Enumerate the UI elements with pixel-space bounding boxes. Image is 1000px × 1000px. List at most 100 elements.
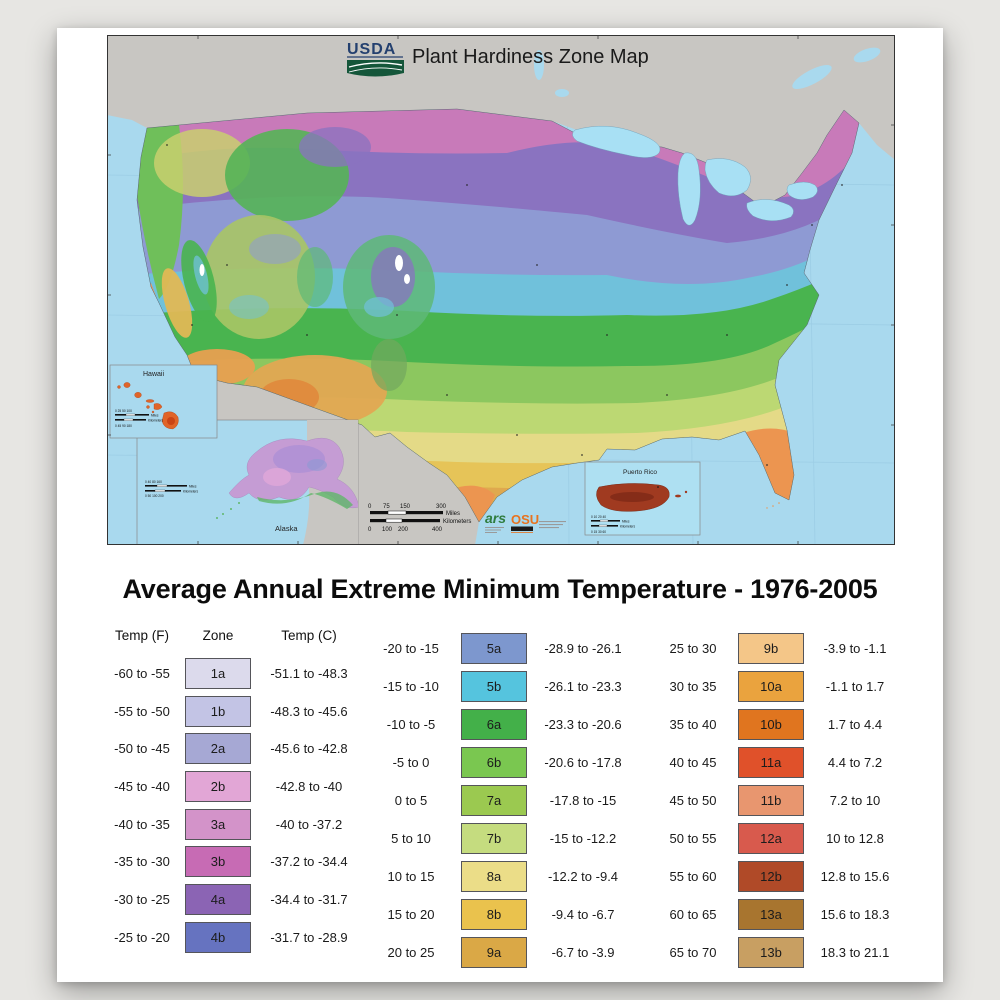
temp-f-value: -10 to -5 (386, 716, 436, 732)
temp-f-value: -60 to -55 (114, 666, 170, 682)
zone-label: 8b (486, 906, 502, 922)
temp-c-value: 18.3 to 21.1 (820, 944, 890, 960)
zone-swatch: 2b (185, 771, 251, 803)
zone-label: 2b (210, 779, 226, 795)
temp-c-value: -48.3 to -45.6 (270, 703, 348, 719)
temp-f-value: 55 to 60 (669, 868, 717, 884)
zone-swatch: 4a (185, 884, 251, 916)
temp-f-value: -40 to -35 (114, 816, 170, 832)
zone-swatch-cell: 9b (738, 629, 804, 667)
zone-swatch-cell: 2b (185, 768, 251, 806)
zone-swatch: 2a (185, 733, 251, 765)
temp-f-value: 50 to 55 (669, 830, 717, 846)
svg-text:0 50 100 200: 0 50 100 200 (145, 494, 164, 498)
temp-c-value: -26.1 to -23.3 (544, 678, 622, 694)
legend-header-temp-c: Temp (C) (281, 628, 337, 644)
temp-c-value: 10 to 12.8 (826, 830, 884, 846)
svg-text:Kilometers: Kilometers (443, 519, 471, 525)
legend-column-1: Temp (F) Zone Temp (C) -60 to -55 1a -51.1 to… (99, 617, 367, 956)
temp-f-value: -30 to -25 (114, 892, 170, 908)
zone-swatch: 9a (461, 936, 527, 968)
zone-swatch: 8b (461, 898, 527, 930)
zone-swatch-cell: 1a (185, 655, 251, 693)
zone-swatch-cell: 10a (738, 667, 804, 705)
osu-logo: OSU (511, 512, 539, 533)
temp-f-value: 40 to 45 (669, 754, 717, 770)
svg-text:0 45 90 180: 0 45 90 180 (115, 424, 132, 428)
zone-swatch: 3a (185, 808, 251, 840)
map-frame (107, 35, 895, 545)
temp-f-value: 25 to 30 (669, 640, 717, 656)
usda-logo: USDA (347, 41, 404, 77)
svg-text:Kilometers: Kilometers (148, 419, 163, 423)
temp-f-value: 30 to 35 (669, 678, 717, 694)
temp-c-value: -3.9 to -1.1 (823, 640, 887, 656)
svg-text:100: 100 (382, 527, 393, 533)
zone-swatch-cell: 3b (185, 843, 251, 881)
zone-swatch: 13a (738, 898, 804, 930)
svg-text:USDA: USDA (347, 41, 396, 58)
zone-swatch: 11a (738, 746, 804, 778)
zone-swatch-cell: 8a (461, 857, 527, 895)
zone-swatch-cell: 11a (738, 743, 804, 781)
zone-label: 1b (210, 703, 226, 719)
zone-label: 5a (486, 640, 502, 656)
puerto-rico-scalebar: 0 10 20 40 Miles Kilometers 0 15 30 60 (591, 515, 635, 534)
zone-label: 13a (760, 906, 782, 922)
temp-c-value: -12.2 to -9.4 (547, 868, 619, 884)
svg-text:Miles: Miles (446, 511, 460, 517)
temp-f-value: -5 to 0 (392, 754, 430, 770)
svg-text:ars: ars (485, 510, 506, 526)
svg-text:Miles: Miles (622, 520, 630, 524)
zone-swatch-cell: 13b (738, 933, 804, 971)
zone-label: 8a (486, 868, 502, 884)
hawaii-inset: Hawaii 0 25 50 100 Miles Kilometers 0 45… (109, 364, 218, 439)
temp-c-value: -9.4 to -6.7 (551, 906, 615, 922)
temp-c-value: -20.6 to -17.8 (544, 754, 622, 770)
svg-text:0 40 80 160: 0 40 80 160 (145, 480, 162, 484)
temp-c-value: -6.7 to -3.9 (551, 944, 615, 960)
zone-swatch-cell: 10b (738, 705, 804, 743)
zone-label: 1a (210, 666, 226, 682)
map-credit-text (539, 521, 566, 529)
temp-f-value: 5 to 10 (391, 830, 431, 846)
florida-keys (766, 502, 780, 509)
temp-c-value: 1.7 to 4.4 (827, 716, 883, 732)
temp-c-value: 12.8 to 15.6 (820, 868, 890, 884)
map-page: Alaska 0 40 80 160 Miles Kilometers 0 50… (57, 28, 943, 982)
temp-f-value: -35 to -30 (114, 854, 170, 870)
zone-swatch-cell: 12b (738, 857, 804, 895)
zone-swatch-cell: 11b (738, 781, 804, 819)
svg-text:0: 0 (368, 504, 372, 510)
temp-f-value: -20 to -15 (383, 640, 439, 656)
zone-label: 2a (210, 741, 226, 757)
zone-swatch: 12a (738, 822, 804, 854)
temp-c-value: -40 to -37.2 (275, 816, 343, 832)
legend-header-temp-f: Temp (F) (115, 628, 169, 644)
zone-swatch: 13b (738, 936, 804, 968)
temp-c-value: -15 to -12.2 (549, 830, 617, 846)
temp-c-value: 7.2 to 10 (829, 792, 881, 808)
temp-c-value: -23.3 to -20.6 (544, 716, 622, 732)
zone-label: 10b (760, 716, 782, 732)
zone-label: 3a (210, 816, 226, 832)
svg-text:0: 0 (368, 527, 372, 533)
temp-f-value: -55 to -50 (114, 703, 170, 719)
zone-swatch: 11b (738, 784, 804, 816)
zone-swatch: 8a (461, 860, 527, 892)
zone-swatch: 1b (185, 695, 251, 727)
svg-text:0 10 20 40: 0 10 20 40 (591, 515, 606, 519)
zone-swatch-cell: 9a (461, 933, 527, 971)
temp-f-value: 35 to 40 (669, 716, 717, 732)
zone-swatch: 10a (738, 670, 804, 702)
svg-text:200: 200 (398, 527, 409, 533)
zone-label: 9a (486, 944, 502, 960)
zone-swatch-cell: 4a (185, 881, 251, 919)
temp-f-value: 20 to 25 (387, 944, 435, 960)
temp-c-value: 4.4 to 7.2 (827, 754, 883, 770)
zone-swatch: 4b (185, 921, 251, 953)
zone-swatch-cell: 8b (461, 895, 527, 933)
legend-column-2: -20 to -15 5a -28.9 to -26.1 -15 to -10 5b -2… (361, 629, 639, 971)
svg-text:Kilometers: Kilometers (620, 525, 635, 529)
zone-label: 13b (760, 944, 782, 960)
